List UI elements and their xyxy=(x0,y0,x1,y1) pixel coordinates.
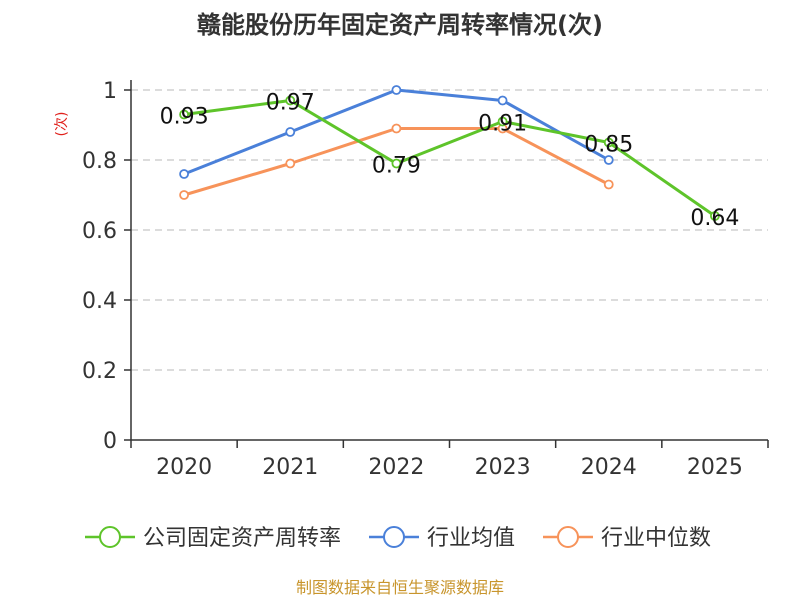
data-point xyxy=(179,190,189,200)
data-label: 0.91 xyxy=(478,112,527,137)
data-point xyxy=(285,158,296,169)
legend: 公司固定资产周转率 行业均值 行业中位数 xyxy=(85,526,711,551)
legend-label: 公司固定资产周转率 xyxy=(143,526,341,551)
y-tick-label: 0.4 xyxy=(82,289,117,314)
legend-marker xyxy=(99,526,121,548)
data-point xyxy=(710,211,720,221)
legend-label: 行业均值 xyxy=(427,526,515,551)
series-3 xyxy=(179,123,614,200)
legend-item-3: 行业中位数 xyxy=(543,526,711,551)
data-label: 0.79 xyxy=(372,154,421,179)
x-tick-label: 2022 xyxy=(368,455,424,480)
y-axis-label: (次) xyxy=(54,112,70,137)
data-labels: 0.93 0.97 0.79 0.91 0.85 0.64 xyxy=(160,91,740,232)
data-label: 0.85 xyxy=(584,133,633,158)
data-point xyxy=(391,123,402,134)
legend-item-2: 行业均值 xyxy=(369,526,515,551)
y-tick-label: 0 xyxy=(103,429,117,454)
grid-lines xyxy=(131,89,768,371)
data-point xyxy=(179,169,189,179)
data-point xyxy=(497,95,508,106)
data-label: 0.97 xyxy=(266,91,315,116)
legend-item-1: 公司固定资产周转率 xyxy=(85,526,341,551)
data-point xyxy=(285,127,296,137)
x-tick-label: 2021 xyxy=(262,455,318,480)
legend-label: 行业中位数 xyxy=(601,526,711,551)
data-label: 0.93 xyxy=(160,105,209,130)
data-point xyxy=(603,137,614,148)
x-tick-label: 2025 xyxy=(687,455,743,480)
series-2 xyxy=(179,85,614,179)
series-line xyxy=(183,99,716,218)
y-tick-label: 0.8 xyxy=(82,149,117,174)
chart-title: 赣能股份历年固定资产周转率情况(次) xyxy=(197,11,603,39)
x-tick-label: 2020 xyxy=(156,455,212,480)
data-label: 0.64 xyxy=(690,206,739,231)
y-tick-label: 1 xyxy=(103,79,117,104)
data-point xyxy=(603,155,614,165)
legend-marker xyxy=(383,526,405,548)
data-point xyxy=(179,109,189,120)
y-tick-label: 0.2 xyxy=(82,359,117,384)
data-point xyxy=(603,179,614,190)
data-point xyxy=(285,95,296,106)
data-point xyxy=(391,85,402,95)
x-tick-label: 2024 xyxy=(581,455,637,480)
series-layer xyxy=(179,85,720,221)
data-point xyxy=(391,158,402,169)
source-note: 制图数据来自恒生聚源数据库 xyxy=(296,578,504,597)
data-point xyxy=(497,116,508,127)
x-tick-label: 2023 xyxy=(475,455,531,480)
series-1 xyxy=(179,95,720,221)
legend-marker xyxy=(557,526,579,548)
axes: 0 0.2 0.4 0.6 0.8 1 2020 2021 2022 2023 2024 2025 xyxy=(82,79,769,480)
y-tick-label: 0.6 xyxy=(82,219,117,244)
